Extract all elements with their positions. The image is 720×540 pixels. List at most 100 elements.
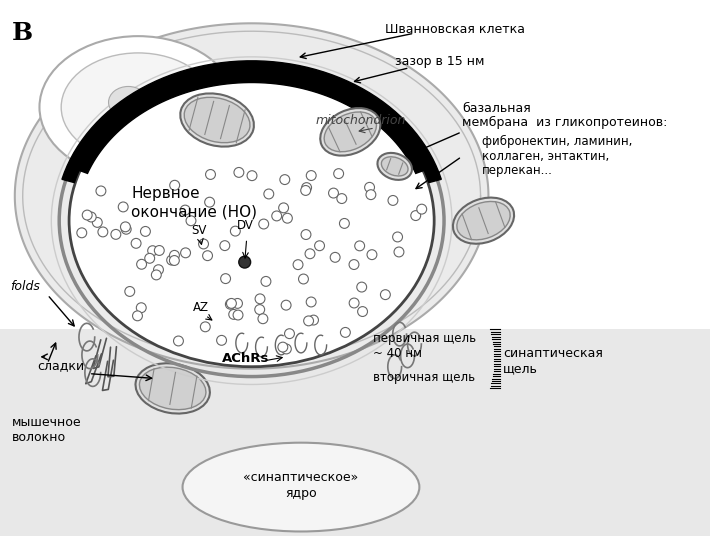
Ellipse shape	[40, 36, 237, 178]
Circle shape	[86, 212, 96, 222]
Circle shape	[380, 290, 390, 300]
Ellipse shape	[324, 112, 377, 152]
Circle shape	[417, 204, 427, 214]
Circle shape	[169, 255, 179, 266]
Text: мембрана  из гликопротеинов:: мембрана из гликопротеинов:	[462, 116, 667, 129]
Circle shape	[153, 265, 163, 275]
Circle shape	[118, 202, 128, 212]
Circle shape	[279, 203, 289, 213]
Circle shape	[145, 253, 155, 263]
Text: mitochondrion: mitochondrion	[316, 113, 406, 126]
Text: сладки: сладки	[37, 359, 85, 372]
Circle shape	[186, 216, 196, 226]
Circle shape	[388, 195, 398, 205]
Circle shape	[229, 309, 238, 319]
Circle shape	[206, 170, 215, 179]
Circle shape	[366, 190, 376, 200]
Circle shape	[132, 311, 143, 321]
Ellipse shape	[453, 198, 514, 244]
Circle shape	[299, 274, 308, 284]
Circle shape	[137, 259, 147, 269]
Text: перлекан...: перлекан...	[482, 164, 552, 178]
Circle shape	[278, 342, 288, 352]
Circle shape	[394, 247, 404, 257]
Text: ~ 40 нм: ~ 40 нм	[373, 347, 422, 360]
Text: базальная: базальная	[462, 102, 531, 115]
Circle shape	[170, 180, 179, 190]
Circle shape	[328, 188, 338, 198]
Circle shape	[233, 310, 243, 320]
Circle shape	[302, 183, 312, 193]
Circle shape	[349, 298, 359, 308]
Polygon shape	[78, 73, 425, 173]
Text: коллаген, энтактин,: коллаген, энтактин,	[482, 150, 609, 163]
Text: DV: DV	[237, 219, 253, 232]
Ellipse shape	[61, 53, 215, 161]
Circle shape	[364, 183, 374, 192]
Text: синаптическая: синаптическая	[503, 347, 603, 360]
Circle shape	[305, 249, 315, 259]
Circle shape	[337, 194, 347, 204]
Circle shape	[220, 274, 230, 284]
Circle shape	[234, 167, 244, 177]
Text: SV: SV	[192, 224, 207, 237]
Circle shape	[92, 218, 102, 227]
Circle shape	[174, 336, 184, 346]
Circle shape	[225, 299, 235, 309]
Circle shape	[301, 186, 310, 195]
Ellipse shape	[382, 157, 408, 176]
Circle shape	[282, 344, 292, 354]
Circle shape	[169, 251, 179, 260]
Circle shape	[180, 205, 190, 215]
FancyBboxPatch shape	[0, 329, 711, 540]
Circle shape	[136, 303, 146, 313]
Text: «синаптическое»: «синаптическое»	[243, 471, 359, 484]
Circle shape	[261, 276, 271, 286]
Circle shape	[233, 299, 243, 308]
Text: Шванновская клетка: Шванновская клетка	[384, 23, 525, 36]
Circle shape	[255, 294, 265, 304]
Circle shape	[82, 210, 92, 220]
Circle shape	[120, 222, 130, 232]
Circle shape	[282, 300, 291, 310]
Circle shape	[280, 174, 289, 185]
Circle shape	[181, 248, 191, 258]
Circle shape	[111, 230, 121, 239]
Circle shape	[355, 241, 364, 251]
Circle shape	[140, 226, 150, 237]
Ellipse shape	[140, 367, 206, 410]
Text: щель: щель	[503, 362, 538, 375]
Circle shape	[217, 335, 227, 345]
Ellipse shape	[135, 363, 210, 414]
Circle shape	[333, 168, 343, 179]
Circle shape	[284, 329, 294, 339]
Circle shape	[306, 297, 316, 307]
Circle shape	[230, 226, 240, 236]
Text: зазор в 15 нм: зазор в 15 нм	[395, 55, 485, 68]
Polygon shape	[62, 61, 441, 183]
Ellipse shape	[109, 86, 148, 118]
Circle shape	[301, 230, 311, 239]
Text: фибронектин, ламинин,: фибронектин, ламинин,	[482, 135, 632, 148]
Ellipse shape	[183, 443, 419, 531]
Circle shape	[77, 228, 86, 238]
Circle shape	[154, 246, 164, 255]
Circle shape	[315, 241, 325, 251]
Circle shape	[411, 211, 420, 220]
Text: вторичная щель: вторичная щель	[373, 370, 475, 383]
Circle shape	[220, 241, 230, 251]
Circle shape	[167, 255, 176, 265]
Circle shape	[199, 239, 209, 249]
Circle shape	[358, 307, 367, 316]
Circle shape	[306, 171, 316, 180]
Circle shape	[357, 282, 366, 292]
Circle shape	[98, 227, 108, 237]
Text: первичная щель: первичная щель	[373, 332, 476, 345]
Circle shape	[151, 270, 161, 280]
Ellipse shape	[320, 108, 380, 156]
Circle shape	[96, 186, 106, 196]
Ellipse shape	[377, 153, 412, 180]
Text: AZ: AZ	[192, 301, 208, 314]
Polygon shape	[15, 23, 488, 369]
Circle shape	[202, 251, 212, 261]
